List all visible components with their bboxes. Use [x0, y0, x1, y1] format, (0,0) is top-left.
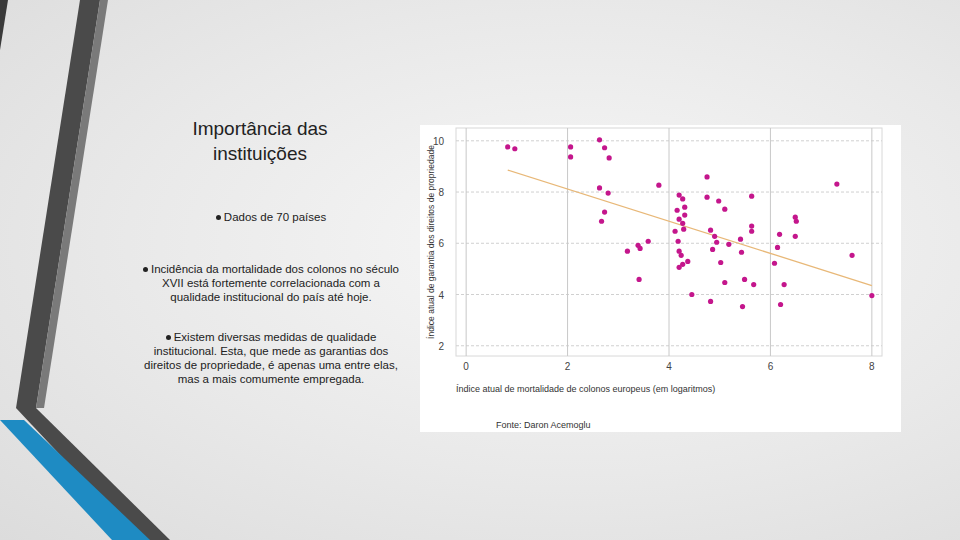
scatter-point [679, 253, 684, 258]
x-grid-line [567, 128, 568, 356]
y-axis-label: Índice atual de garantia dos direitos de… [426, 145, 436, 339]
scatter-point [680, 196, 685, 201]
x-axis-label: Índice atual de mortalidade de colonos e… [456, 384, 715, 394]
y-tick-label: 4 [438, 290, 444, 301]
plot-marks [505, 137, 874, 309]
scatter-point [794, 219, 799, 224]
x-tick-label: 8 [869, 361, 875, 372]
x-tick-label: 6 [768, 361, 774, 372]
scatter-point [677, 193, 682, 198]
scatter-point [793, 234, 798, 239]
bullet: Dados de 70 países [140, 210, 402, 224]
scatter-point [849, 253, 854, 258]
x-grid-line [871, 128, 872, 356]
bullet-dot [216, 215, 221, 220]
scatter-point [677, 265, 682, 270]
scatter-point [704, 174, 709, 179]
scatter-point [739, 250, 744, 255]
bullet: Existem diversas medidas de qualidade in… [140, 330, 402, 386]
scatter-point [834, 182, 839, 187]
scatter-point [680, 221, 685, 226]
scatter-point [710, 247, 715, 252]
x-grid-line [669, 128, 670, 356]
bullet-list: Dados de 70 países Incidência da mortalid… [140, 210, 402, 412]
scatter-point [512, 146, 517, 151]
source-note: Fonte: Daron Acemoglu [496, 420, 591, 430]
scatter-point [677, 217, 682, 222]
scatter-point [718, 260, 723, 265]
scatter-point [775, 245, 780, 250]
scatter-point [672, 229, 677, 234]
y-tick-label: 8 [438, 187, 444, 198]
scatter-point [704, 195, 709, 200]
y-tick-label: 6 [438, 238, 444, 249]
scatter-point [714, 240, 719, 245]
scatter-point [685, 259, 690, 264]
scatter-point [751, 282, 756, 287]
chart: 24681002468Índice atual de garantia dos … [420, 125, 901, 432]
bullet-dot [143, 267, 148, 272]
scatter-point [740, 304, 745, 309]
bullet-dot [166, 335, 171, 340]
scatter-point [625, 249, 630, 254]
bullet-text: Incidência da mortalidade dos colonos no… [151, 263, 399, 303]
scatter-point [749, 224, 754, 229]
bullet: Incidência da mortalidade dos colonos no… [140, 262, 402, 304]
bullet-text: Dados de 70 países [224, 211, 326, 223]
scatter-point [716, 198, 721, 203]
scatter-point [602, 145, 607, 150]
scatter-point [681, 227, 686, 232]
scatter-point [568, 154, 573, 159]
scatter-point [597, 137, 602, 142]
scatter-point [782, 282, 787, 287]
deco-band [0, 0, 8, 50]
scatter-point [726, 242, 731, 247]
scatter-point [505, 144, 510, 149]
scatter-point [708, 299, 713, 304]
bullet-text: Existem diversas medidas de qualidade in… [144, 331, 398, 385]
scatter-point [777, 232, 782, 237]
scatter-point [597, 185, 602, 190]
scatter-point [682, 213, 687, 218]
trend-line [508, 170, 872, 286]
scatter-point [712, 234, 717, 239]
scatter-point [675, 208, 680, 213]
scatter-point [749, 194, 754, 199]
scatter-point [742, 277, 747, 282]
scatter-point [607, 155, 612, 160]
deco-band [16, 0, 100, 408]
scatter-point [869, 293, 874, 298]
plot-frame [456, 128, 882, 356]
slide-title: Importância das instituições [150, 116, 370, 166]
scatter-point [722, 280, 727, 285]
deco-band [16, 408, 170, 540]
scatter-point [749, 229, 754, 234]
scatter-point [656, 183, 661, 188]
x-tick-label: 2 [565, 361, 571, 372]
scatter-point [722, 207, 727, 212]
scatter-point [772, 261, 777, 266]
scatter-point [606, 190, 611, 195]
y-tick-label: 2 [438, 341, 444, 352]
scatter-point [778, 302, 783, 307]
scatter-point [602, 209, 607, 214]
scatter-point [568, 144, 573, 149]
scatter-point [708, 228, 713, 233]
scatter-point [676, 239, 681, 244]
deco-band [36, 0, 108, 408]
deco-band [0, 420, 150, 540]
scatter-point [636, 277, 641, 282]
x-grid-line [770, 128, 771, 356]
scatter-point [682, 205, 687, 210]
scatter-point [689, 292, 694, 297]
scatter-point [646, 239, 651, 244]
x-tick-label: 4 [666, 361, 672, 372]
x-tick-label: 0 [463, 361, 469, 372]
scatter-point [599, 219, 604, 224]
x-grid-line [466, 128, 467, 356]
scatter-point [738, 237, 743, 242]
scatter-point [637, 246, 642, 251]
